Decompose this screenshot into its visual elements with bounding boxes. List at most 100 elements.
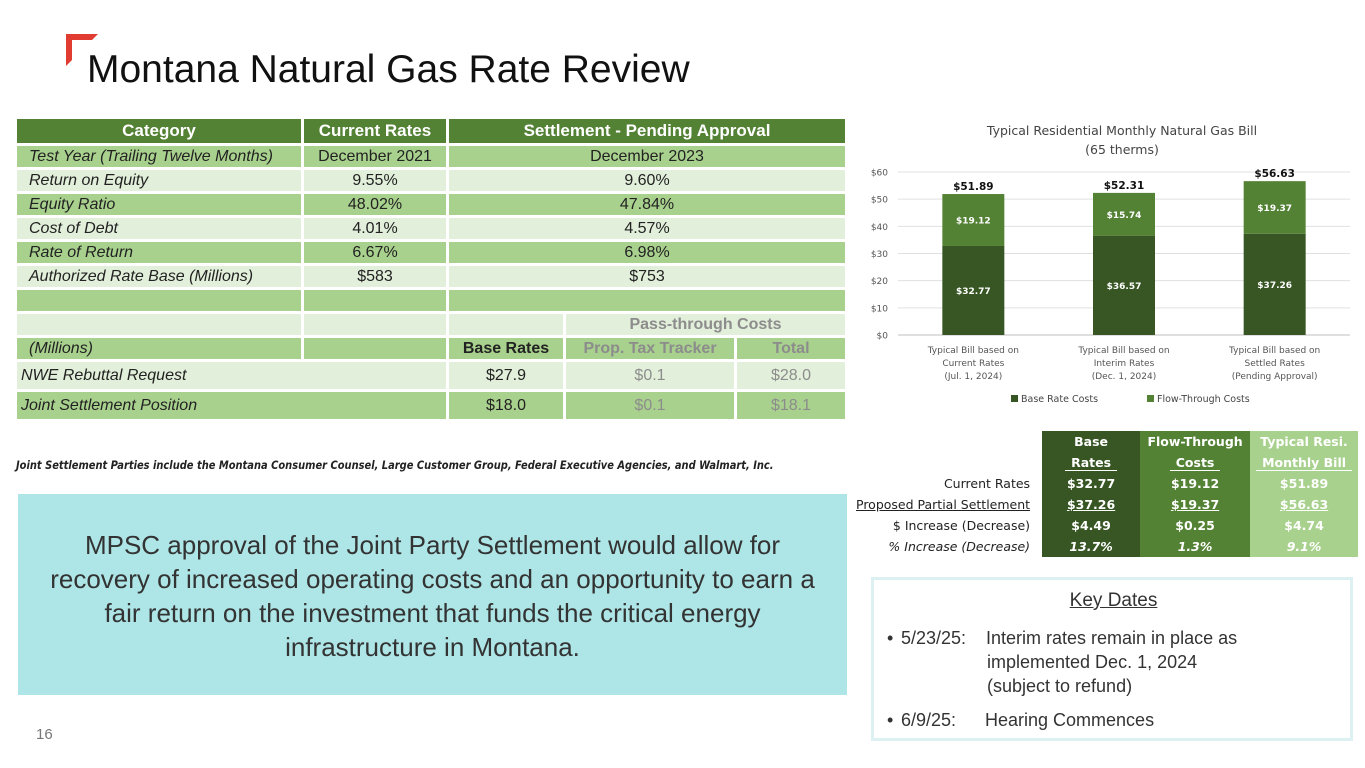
position-base: $18.0: [446, 389, 566, 422]
cmp-header-base-2: Rates: [1042, 452, 1141, 473]
y-tick-label: $40: [871, 223, 888, 233]
x-tick-label: Typical Bill based on: [1228, 346, 1320, 356]
row-current-value: 6.67%: [301, 239, 449, 266]
y-tick-label: $0: [877, 332, 889, 342]
cmp-row-label: Current Rates: [943, 476, 1031, 491]
legend-label: Flow-Through Costs: [1157, 394, 1250, 405]
cmp-row: Current Rates $32.77 $19.12 $51.89: [850, 473, 1359, 494]
x-tick-label: Interim Rates: [1094, 359, 1155, 369]
row-category: Rate of Return: [14, 239, 304, 266]
table-row: Return on Equity 9.55% 9.60%: [14, 167, 848, 194]
empty-cell: [14, 287, 304, 314]
row-category: Test Year (Trailing Twelve Months): [14, 143, 304, 170]
row-category: Authorized Rate Base (Millions): [14, 263, 304, 290]
x-tick-label: Typical Bill based on: [927, 346, 1019, 356]
y-tick-label: $10: [871, 304, 888, 314]
millions-label: (Millions): [14, 335, 304, 362]
cmp-header-flow-line1: Flow-Through: [1147, 434, 1243, 449]
cmp-cell: $19.12: [1140, 473, 1251, 494]
legend-swatch: [1011, 395, 1018, 402]
table-row: NWE Rebuttal Request $27.9 $0.1 $28.0: [14, 359, 848, 392]
cmp-header-bill: Typical Resi.: [1250, 431, 1359, 452]
row-category: Equity Ratio: [14, 191, 304, 218]
empty-cell: [446, 287, 848, 314]
row-settlement-value: 9.60%: [446, 167, 848, 194]
bar-total-label: $51.89: [953, 181, 994, 193]
callout-text: MPSC approval of the Joint Party Settlem…: [50, 530, 815, 662]
header-current-rates: Current Rates: [301, 116, 449, 146]
key-date-line: Hearing Commences: [985, 710, 1155, 730]
key-date-line: Interim rates remain in place as: [986, 628, 1238, 648]
legend-swatch: [1147, 395, 1154, 402]
cmp-cell: 1.3%: [1140, 536, 1251, 557]
header-category: Category: [14, 116, 304, 146]
table-row-empty: [14, 287, 848, 314]
row-category: Cost of Debt: [14, 215, 304, 242]
footnote: Joint Settlement Parties include the Mon…: [16, 458, 774, 472]
cmp-cell: $37.26: [1042, 494, 1141, 515]
position-tracker: $0.1: [563, 389, 737, 422]
cmp-header-bill-line1: Typical Resi.: [1260, 434, 1348, 449]
empty-cell: [850, 431, 1042, 452]
rate-comparison-table: Category Current Rates Settlement - Pend…: [14, 116, 848, 422]
bar-value-label: $37.26: [1257, 281, 1292, 291]
y-tick-label: $30: [871, 250, 888, 260]
cmp-cell: 9.1%: [1250, 536, 1359, 557]
cmp-header-flow-line2: Costs: [1169, 455, 1221, 471]
subheader-base-rates: Base Rates: [446, 335, 566, 362]
bar-total-label: $56.63: [1254, 168, 1295, 180]
position-total: $28.0: [734, 359, 848, 392]
table-row-pass-through: Pass-through Costs: [14, 311, 848, 338]
callout-box: [18, 494, 847, 695]
cmp-header-base: Base: [1042, 431, 1141, 452]
corner-accent-icon: [66, 34, 98, 66]
key-dates-title: Key Dates: [1069, 590, 1158, 611]
empty-cell: [301, 287, 449, 314]
page-title: Montana Natural Gas Rate Review: [87, 48, 690, 91]
key-date-date: 6/9/25:: [901, 710, 957, 730]
cmp-header-flow-2: Costs: [1140, 452, 1251, 473]
row-current-value: December 2021: [301, 143, 449, 170]
empty-cell: [14, 311, 304, 338]
cmp-cell: $19.37: [1140, 494, 1251, 515]
cmp-cell: $51.89: [1250, 473, 1359, 494]
key-date-line: (subject to refund): [987, 676, 1133, 696]
x-tick-label: (Jul. 1, 2024): [944, 372, 1002, 382]
empty-cell: [446, 311, 566, 338]
bar-segment: [942, 245, 1005, 335]
row-settlement-value: $753: [446, 263, 848, 290]
cmp-row-label: $ Increase (Decrease): [892, 518, 1031, 533]
cmp-row: % Increase (Decrease) 13.7% 1.3% 9.1%: [850, 536, 1359, 557]
pass-through-header: Pass-through Costs: [563, 311, 848, 338]
bar-segment: [1093, 192, 1155, 236]
empty-cell: [301, 311, 449, 338]
table-row: Joint Settlement Position $18.0 $0.1 $18…: [14, 389, 848, 422]
legend-label: Base Rate Costs: [1021, 394, 1098, 405]
table-row: Rate of Return 6.67% 6.98%: [14, 239, 848, 266]
bill-comparison-table: Base Flow-Through Typical Resi. Rates Co…: [850, 431, 1359, 557]
table-header-row: Category Current Rates Settlement - Pend…: [14, 116, 848, 146]
x-tick-label: (Dec. 1, 2024): [1092, 372, 1157, 382]
cmp-cell: $32.77: [1042, 473, 1141, 494]
x-tick-label: Typical Bill based on: [1077, 346, 1169, 356]
cmp-row-label: Proposed Partial Settlement: [856, 497, 1031, 512]
slide-number: 16: [36, 726, 53, 743]
bar-value-label: $36.57: [1107, 282, 1142, 292]
cmp-header-bill-2: Monthly Bill: [1250, 452, 1359, 473]
cmp-header-row-2: Rates Costs Monthly Bill: [850, 452, 1359, 473]
bar-value-label: $19.37: [1257, 204, 1292, 214]
x-tick-label: Current Rates: [942, 359, 1004, 369]
key-dates-box: [871, 577, 1353, 741]
cmp-header-row: Base Flow-Through Typical Resi.: [850, 431, 1359, 452]
table-row: Test Year (Trailing Twelve Months) Decem…: [14, 143, 848, 170]
bill-chart: Typical Residential Monthly Natural Gas …: [871, 123, 1350, 405]
table-row: Authorized Rate Base (Millions) $583 $75…: [14, 263, 848, 290]
y-tick-label: $20: [871, 277, 888, 287]
cmp-cell: $56.63: [1250, 494, 1359, 515]
bar-value-label: $32.77: [956, 287, 991, 297]
bar-segment: [1243, 181, 1306, 234]
cmp-header-base-line2: Rates: [1065, 455, 1118, 471]
row-current-value: 48.02%: [301, 191, 449, 218]
row-category: Return on Equity: [14, 167, 304, 194]
table-row-subheaders: (Millions) Base Rates Prop. Tax Tracker …: [14, 335, 848, 362]
